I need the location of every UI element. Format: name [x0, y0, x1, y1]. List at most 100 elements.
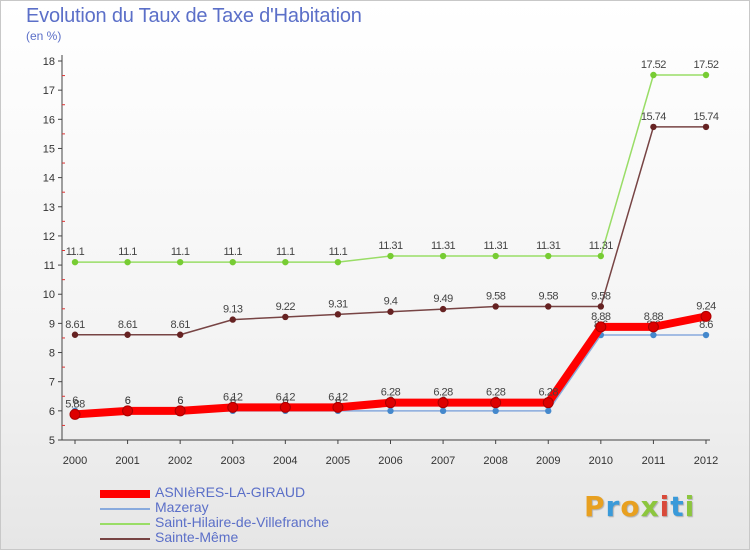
x-tick-label: 2003 [221, 455, 245, 467]
data-point [542, 397, 554, 409]
data-point [702, 123, 710, 131]
data-point [545, 252, 552, 260]
legend-swatch [100, 523, 150, 525]
data-label: 15.74 [641, 111, 666, 123]
data-point [122, 405, 134, 417]
x-tick-label: 2008 [483, 455, 507, 467]
data-point [492, 252, 499, 260]
data-label: 11.31 [378, 240, 403, 252]
data-point [176, 258, 184, 266]
data-label: 11.31 [589, 240, 614, 252]
y-tick-label: 6 [49, 406, 55, 418]
data-point [595, 321, 607, 333]
data-label: 11.31 [536, 240, 561, 252]
data-label: 11.1 [118, 246, 137, 258]
x-tick-label: 2011 [642, 455, 666, 467]
data-point [176, 331, 184, 338]
data-label: 6.28 [539, 387, 559, 399]
data-point [387, 308, 394, 315]
x-tick-label: 2000 [63, 455, 87, 467]
y-tick-label: 8 [49, 348, 55, 360]
data-point [700, 310, 712, 322]
chart-title: Evolution du Taux de Taxe d'Habitation [26, 5, 362, 27]
legend-swatch [100, 490, 150, 498]
data-point [334, 311, 342, 318]
legend-swatch [100, 508, 150, 510]
y-tick-label: 13 [43, 202, 55, 214]
data-point [702, 71, 710, 79]
data-label: 17.52 [693, 59, 718, 71]
data-point [597, 252, 605, 260]
y-tick-label: 18 [43, 56, 55, 68]
data-label: 6 [177, 395, 183, 407]
data-label: 9.13 [223, 304, 243, 316]
data-label: 6 [335, 395, 341, 407]
data-label: 9.31 [328, 298, 348, 310]
data-label: 11.31 [431, 240, 456, 252]
data-point [279, 401, 291, 413]
data-point [492, 407, 499, 415]
data-label: 15.74 [693, 111, 718, 123]
series-3: 5.88 6 6 6.12 6.12 6.12 6.28 6.28 6.28 6.288.88 8.… [65, 300, 717, 420]
data-point [387, 407, 394, 415]
data-label: 6 [125, 395, 131, 407]
x-tick-label: 2004 [273, 455, 297, 467]
data-point [439, 407, 447, 415]
data-label: 9.49 [433, 293, 453, 305]
x-tick-label: 2012 [694, 455, 718, 467]
logo-letter: o [620, 490, 641, 523]
data-label: 6.12 [223, 391, 243, 403]
legend-label: Sainte-Même [155, 529, 239, 545]
y-tick-label: 14 [43, 173, 55, 185]
y-tick-label: 15 [43, 143, 55, 155]
data-point [227, 401, 239, 413]
y-tick-label: 12 [43, 231, 55, 243]
data-point [385, 397, 396, 409]
data-point [71, 331, 79, 338]
data-point [490, 397, 502, 409]
x-tick-label: 2009 [536, 455, 560, 467]
data-label: 6.28 [381, 387, 401, 399]
data-point [387, 252, 394, 260]
data-label: 11.1 [223, 246, 242, 258]
data-point [650, 71, 657, 79]
data-label: 8.61 [118, 319, 138, 331]
data-point [545, 407, 552, 415]
data-point [702, 331, 710, 339]
data-point [650, 331, 657, 339]
y-tick-label: 5 [49, 435, 55, 447]
x-tick-label: 2002 [168, 455, 192, 467]
y-tick-label: 17 [43, 85, 55, 97]
data-point [332, 401, 344, 413]
data-label: 6 [230, 395, 236, 407]
legend-label: Saint-Hilaire-de-Villefranche [155, 514, 330, 530]
logo-letter: x [640, 490, 660, 523]
legend-swatch [100, 538, 150, 540]
chart-subtitle: (en %) [26, 29, 62, 43]
data-point [492, 303, 499, 310]
y-tick-label: 7 [49, 377, 55, 389]
logo-letter: r [605, 490, 621, 523]
data-label: 6 [72, 395, 78, 407]
data-label: 8.6 [699, 319, 713, 331]
data-label: 9.58 [539, 290, 559, 302]
data-label: 11.1 [171, 246, 190, 258]
data-label: 17.52 [641, 59, 666, 71]
data-point [334, 258, 342, 266]
data-point [71, 258, 79, 266]
data-point [282, 258, 289, 266]
x-tick-label: 2005 [326, 455, 350, 467]
data-point [124, 331, 131, 338]
series-1: 8.61 8.61 8.61 9.13 9.22 9.31 9.4 9.49 9.58 9.58 9… [65, 111, 719, 338]
legend-label: ASNIèRES-LA-GIRAUD [155, 484, 306, 500]
logo-letter: P [584, 490, 606, 523]
data-label: 8.88 [591, 311, 611, 323]
data-point [229, 258, 236, 266]
data-point [650, 123, 657, 131]
data-label: 9.24 [696, 300, 716, 312]
data-label: 6.28 [433, 387, 453, 399]
data-point [174, 405, 186, 417]
data-point [439, 252, 447, 260]
legend-label: Mazeray [155, 499, 209, 515]
